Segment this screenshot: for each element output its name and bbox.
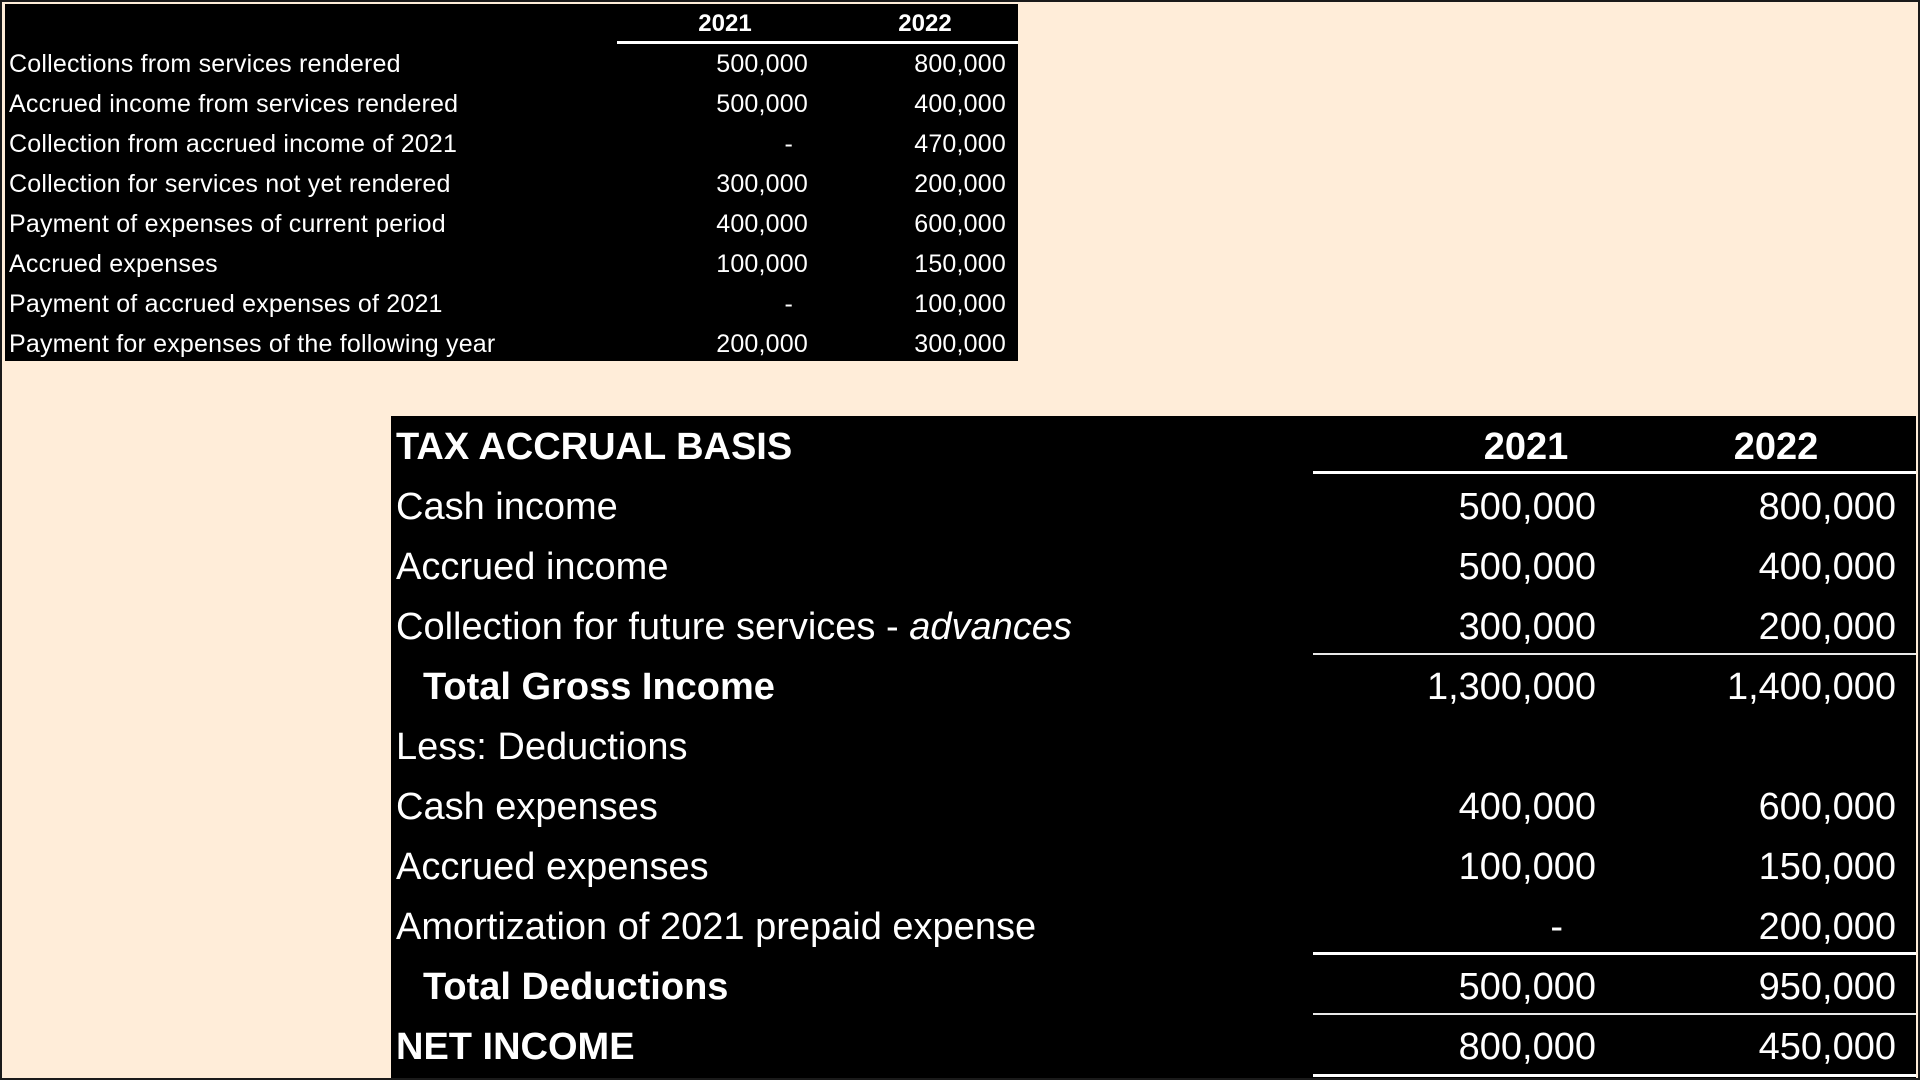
value-2021: 500,000 [716,50,808,78]
row-label: Less: Deductions [396,726,688,768]
row-label-text: Collection for future services - [396,606,910,648]
header-2021: 2021 [698,10,752,37]
value-2022: 150,000 [1758,846,1896,888]
value-2021: - [1550,906,1563,948]
value-2021: 300,000 [1458,606,1596,648]
subtotal-line [1313,653,1916,655]
table-row-less-deductions: Less: Deductions [391,716,1916,776]
value-2022: 950,000 [1758,966,1896,1008]
value-2022: 150,000 [914,250,1006,278]
table-row: Payment of accrued expenses of 2021 - 10… [5,284,1018,324]
value-2022: 200,000 [914,170,1006,198]
row-label: NET INCOME [396,1026,635,1068]
table-row-amortization: Amortization of 2021 prepaid expense - 2… [391,896,1916,956]
table-row-accrued-income: Accrued income 500,000 400,000 [391,536,1916,596]
value-2022: 400,000 [1758,546,1896,588]
row-label: Collection for future services - advance… [396,606,1072,649]
row-label: Accrued income from services rendered [9,90,459,118]
value-2021: 800,000 [1458,1026,1596,1068]
value-2021: 1,300,000 [1426,666,1596,708]
table-row: Collections from services rendered 500,0… [5,44,1018,84]
value-2022: 400,000 [914,90,1006,118]
value-2022: 200,000 [1758,906,1896,948]
value-2021: 100,000 [716,250,808,278]
net-income-double-underline [1313,1074,1916,1077]
row-label: Accrued expenses [9,250,218,278]
row-label: Payment for expenses of the following ye… [9,330,496,358]
table-row: Accrued expenses 100,000 150,000 [5,244,1018,284]
table-row-advances: Collection for future services - advance… [391,596,1916,656]
value-2022: 100,000 [914,290,1006,318]
value-2022: 800,000 [914,50,1006,78]
net-income-line [1313,1013,1916,1015]
value-2021: 500,000 [1458,966,1596,1008]
source-table-header: 2021 2022 [5,4,1018,44]
value-2021: - [784,290,793,318]
value-2022: 600,000 [914,210,1006,238]
row-label: Collections from services rendered [9,50,401,78]
table-row: Collection for services not yet rendered… [5,164,1018,204]
table-row-total-deductions: Total Deductions 500,000 950,000 [391,956,1916,1016]
deductions-total-line [1313,952,1916,955]
table-title: TAX ACCRUAL BASIS [396,426,793,468]
row-label: Total Gross Income [423,666,775,708]
header-2022: 2022 [1733,426,1819,468]
value-2022: 1,400,000 [1726,666,1896,708]
value-2022: 450,000 [1758,1026,1896,1068]
value-2022: 470,000 [914,130,1006,158]
value-2021: 300,000 [716,170,808,198]
value-2021: 200,000 [716,330,808,358]
source-data-table: 2021 2022 Collections from services rend… [5,4,1018,361]
value-2021: 400,000 [716,210,808,238]
row-label: Accrued expenses [396,846,709,888]
value-2021: 500,000 [1458,486,1596,528]
table-row-net-income: NET INCOME 800,000 450,000 [391,1016,1916,1076]
table-row-accrued-expenses: Accrued expenses 100,000 150,000 [391,836,1916,896]
row-label: Collection from accrued income of 2021 [9,130,458,158]
table-row: Payment for expenses of the following ye… [5,324,1018,364]
row-label: Accrued income [396,546,669,588]
tax-accrual-table: TAX ACCRUAL BASIS 2021 2022 Cash income … [391,416,1916,1078]
row-label: Total Deductions [423,966,729,1008]
header-2021: 2021 [1483,426,1569,468]
value-2022: 300,000 [914,330,1006,358]
table-row: Payment of expenses of current period 40… [5,204,1018,244]
table-row: Collection from accrued income of 2021 -… [5,124,1018,164]
value-2021: - [784,130,793,158]
tax-table-header: TAX ACCRUAL BASIS 2021 2022 [391,416,1916,476]
row-label: Cash expenses [396,786,658,828]
table-row: Accrued income from services rendered 50… [5,84,1018,124]
table-row-cash-income: Cash income 500,000 800,000 [391,476,1916,536]
value-2022: 200,000 [1758,606,1896,648]
value-2021: 400,000 [1458,786,1596,828]
row-label: Payment of accrued expenses of 2021 [9,290,443,318]
table-row-cash-expenses: Cash expenses 400,000 600,000 [391,776,1916,836]
value-2022: 800,000 [1758,486,1896,528]
header-underline [1313,471,1916,474]
value-2021: 500,000 [716,90,808,118]
header-2022: 2022 [898,10,952,37]
value-2022: 600,000 [1758,786,1896,828]
value-2021: 500,000 [1458,546,1596,588]
value-2021: 100,000 [1458,846,1596,888]
row-label: Cash income [396,486,618,528]
row-label: Payment of expenses of current period [9,210,446,238]
row-label: Collection for services not yet rendered [9,170,451,198]
header-underline [617,41,1018,44]
row-label-italic: advances [909,606,1072,648]
table-row-total-gross-income: Total Gross Income 1,300,000 1,400,000 [391,656,1916,716]
row-label: Amortization of 2021 prepaid expense [396,906,1037,948]
